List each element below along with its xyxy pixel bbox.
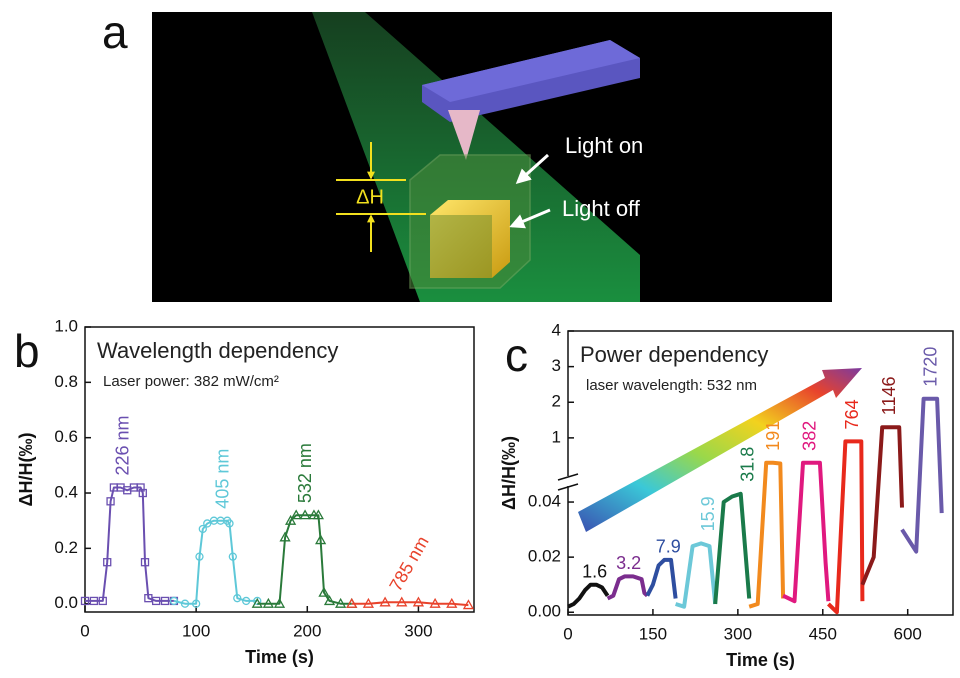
series-label: 226 nm — [113, 415, 133, 475]
series-line — [647, 560, 675, 599]
figure: ΔH Light on Light off a 0 100 200 300 0.0 0.2… — [0, 0, 960, 673]
series-label: 1146 — [879, 376, 899, 415]
series-label: 764 — [842, 399, 862, 429]
y-tick-label: 0.02 — [528, 547, 561, 566]
y-tick-label: 0.04 — [528, 492, 561, 511]
x-tick-label: 300 — [404, 621, 432, 640]
light-off-label: Light off — [562, 196, 641, 221]
illustration: ΔH Light on Light off a — [102, 6, 832, 302]
x-tick-label: 600 — [894, 624, 922, 643]
subtitle: laser wavelength: 532 nm — [586, 377, 757, 394]
x-tick-label: 200 — [293, 621, 321, 640]
series-label: 382 — [800, 421, 820, 451]
series-line — [749, 463, 783, 607]
y-tick-label: 0.2 — [54, 538, 78, 557]
y-axis-title: ΔH/H(‰) — [499, 436, 519, 510]
x-axis-title: Time (s) — [726, 650, 795, 670]
light-on-label: Light on — [565, 133, 643, 158]
series-line — [568, 585, 608, 607]
series-line — [257, 515, 351, 604]
series-line — [783, 463, 828, 601]
x-tick-label: 100 — [182, 621, 210, 640]
x-tick-label: 300 — [724, 624, 752, 643]
y-tick-label: 0.0 — [54, 593, 78, 612]
series-line — [715, 494, 749, 604]
y-tick-label: 0.8 — [54, 372, 78, 391]
series-label: 31.8 — [737, 447, 757, 482]
y-tick-label: 4 — [552, 320, 561, 339]
cube-face — [430, 215, 492, 278]
delta-h-label: ΔH — [356, 186, 384, 208]
series-line — [174, 521, 257, 604]
series-line — [608, 576, 648, 598]
x-tick-label: 0 — [563, 624, 572, 643]
series-line — [352, 602, 469, 605]
series-label: 532 nm — [295, 443, 315, 503]
x-tick-label: 150 — [639, 624, 667, 643]
chart-title: Wavelength dependency — [97, 338, 338, 363]
series-line — [676, 543, 716, 606]
chart-title: Power dependency — [580, 342, 768, 367]
panel-label: b — [14, 325, 40, 377]
series-label: 1720 — [920, 347, 940, 387]
x-tick-label: 450 — [809, 624, 837, 643]
y-tick-label: 0.6 — [54, 427, 78, 446]
panel-label: c — [505, 329, 528, 381]
series-line — [85, 488, 174, 601]
y-tick-label: 2 — [552, 392, 561, 411]
y-tick-label: 1.0 — [54, 316, 78, 335]
x-axis-title: Time (s) — [245, 647, 314, 667]
subtitle: Laser power: 382 mW/cm² — [103, 373, 279, 390]
y-axis-title: ΔH/H(‰) — [16, 433, 36, 507]
series-label: 1.6 — [582, 561, 607, 581]
y-tick-label: 0.00 — [528, 602, 561, 621]
series-line — [828, 441, 862, 612]
y-tick-label: 0.4 — [54, 483, 78, 502]
axis-break — [558, 474, 578, 490]
x-tick-label: 0 — [80, 621, 89, 640]
series-line — [862, 427, 902, 585]
series-label: 785 nm — [385, 533, 432, 595]
series-label: 405 nm — [213, 449, 233, 509]
y-tick-label: 1 — [552, 427, 561, 446]
series-label: 3.2 — [616, 553, 641, 573]
series-line — [902, 399, 942, 552]
series-label: 191 — [763, 421, 783, 451]
series-label: 7.9 — [656, 537, 681, 557]
series-label: 15.9 — [698, 496, 718, 531]
y-tick-label: 3 — [552, 356, 561, 375]
panel-label: a — [102, 6, 128, 58]
